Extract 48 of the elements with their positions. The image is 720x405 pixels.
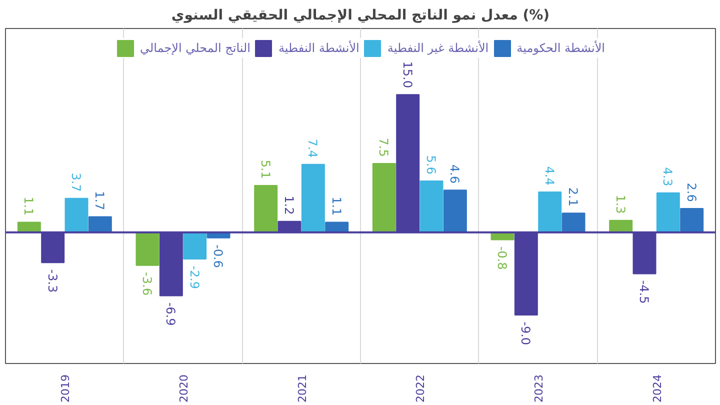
bar: [372, 162, 396, 233]
data-label: 7.4: [306, 138, 320, 158]
x-tick-label: 2022: [414, 374, 428, 402]
bar: [88, 216, 112, 233]
legend-label: الأنشطة غير النفطية: [387, 41, 489, 55]
data-label: -6.9: [164, 302, 178, 326]
bar: [183, 232, 207, 260]
chart-title: معدل نمو الناتج المحلي الإجمالي الحقيقي السنوي (%): [171, 8, 550, 24]
bar: [680, 208, 704, 233]
data-label: 3.7: [69, 172, 83, 192]
x-tick-label: 2024: [650, 374, 664, 402]
data-label: -3.6: [140, 272, 154, 296]
bar: [420, 180, 444, 233]
x-tick-label: 2021: [296, 374, 309, 402]
bar: [254, 185, 278, 233]
data-label: 4.6: [448, 164, 462, 184]
data-label: 4.4: [542, 166, 556, 186]
bar: [656, 192, 680, 233]
data-label: 15.0: [400, 61, 414, 88]
legend-label: الأنشطة النفطية: [278, 41, 360, 55]
x-tick-label: 2019: [59, 374, 72, 402]
data-label: 7.5: [376, 138, 391, 157]
data-label: -0.8: [495, 246, 509, 270]
data-label: 1.3: [613, 194, 628, 214]
bar: [443, 190, 467, 233]
data-label: 4.3: [660, 167, 675, 186]
data-label: -4.5: [637, 280, 651, 304]
x-tick-label: 2023: [532, 374, 546, 402]
data-label: 5.1: [258, 160, 272, 179]
data-label: 1.1: [22, 196, 36, 216]
data-label: -3.3: [45, 269, 60, 293]
data-label: 5.6: [424, 155, 438, 174]
bar: [64, 198, 88, 233]
bar: [538, 191, 562, 233]
data-label: 2.6: [684, 182, 698, 202]
legend-label: الناتج المحلي الإجمالي: [140, 41, 250, 55]
data-label: -2.9: [187, 266, 202, 290]
bar: [301, 164, 325, 233]
legend-label: الأنشطة الحكومية: [516, 41, 605, 55]
bar: [136, 232, 160, 266]
data-label: 1.1: [329, 196, 344, 216]
data-label: 2.1: [566, 187, 580, 206]
data-label: -0.6: [211, 244, 225, 268]
data-label: 1.2: [282, 196, 296, 215]
bar: [562, 212, 586, 233]
x-tick-label: 2020: [178, 374, 190, 402]
data-label: -9.0: [518, 322, 533, 346]
data-label: 1.7: [92, 191, 107, 210]
